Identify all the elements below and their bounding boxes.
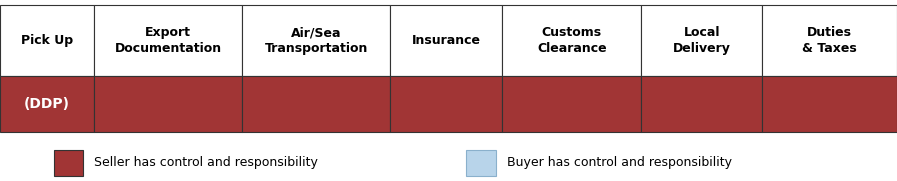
Bar	[54, 150, 83, 176]
Bar	[94, 5, 242, 76]
Bar	[390, 5, 502, 76]
Text: Air/Sea
Transportation: Air/Sea Transportation	[265, 26, 368, 55]
Text: Buyer has control and responsibility: Buyer has control and responsibility	[507, 156, 732, 169]
Bar	[502, 5, 641, 76]
Bar	[502, 76, 641, 132]
Text: Pick Up: Pick Up	[21, 34, 74, 47]
Bar	[0, 76, 94, 132]
Text: Duties
& Taxes: Duties & Taxes	[802, 26, 858, 55]
Text: (DDP): (DDP)	[24, 97, 70, 111]
Text: Customs
Clearance: Customs Clearance	[537, 26, 606, 55]
Bar	[0, 5, 94, 76]
Text: Local
Delivery: Local Delivery	[673, 26, 731, 55]
Bar	[762, 5, 897, 76]
Text: Export
Documentation: Export Documentation	[115, 26, 222, 55]
Bar	[466, 150, 496, 176]
Bar	[762, 76, 897, 132]
Bar	[242, 5, 390, 76]
Text: Insurance: Insurance	[412, 34, 481, 47]
Bar	[390, 76, 502, 132]
Bar	[242, 76, 390, 132]
Bar	[641, 5, 762, 76]
Bar	[641, 76, 762, 132]
Text: Seller has control and responsibility: Seller has control and responsibility	[94, 156, 318, 169]
Bar	[94, 76, 242, 132]
